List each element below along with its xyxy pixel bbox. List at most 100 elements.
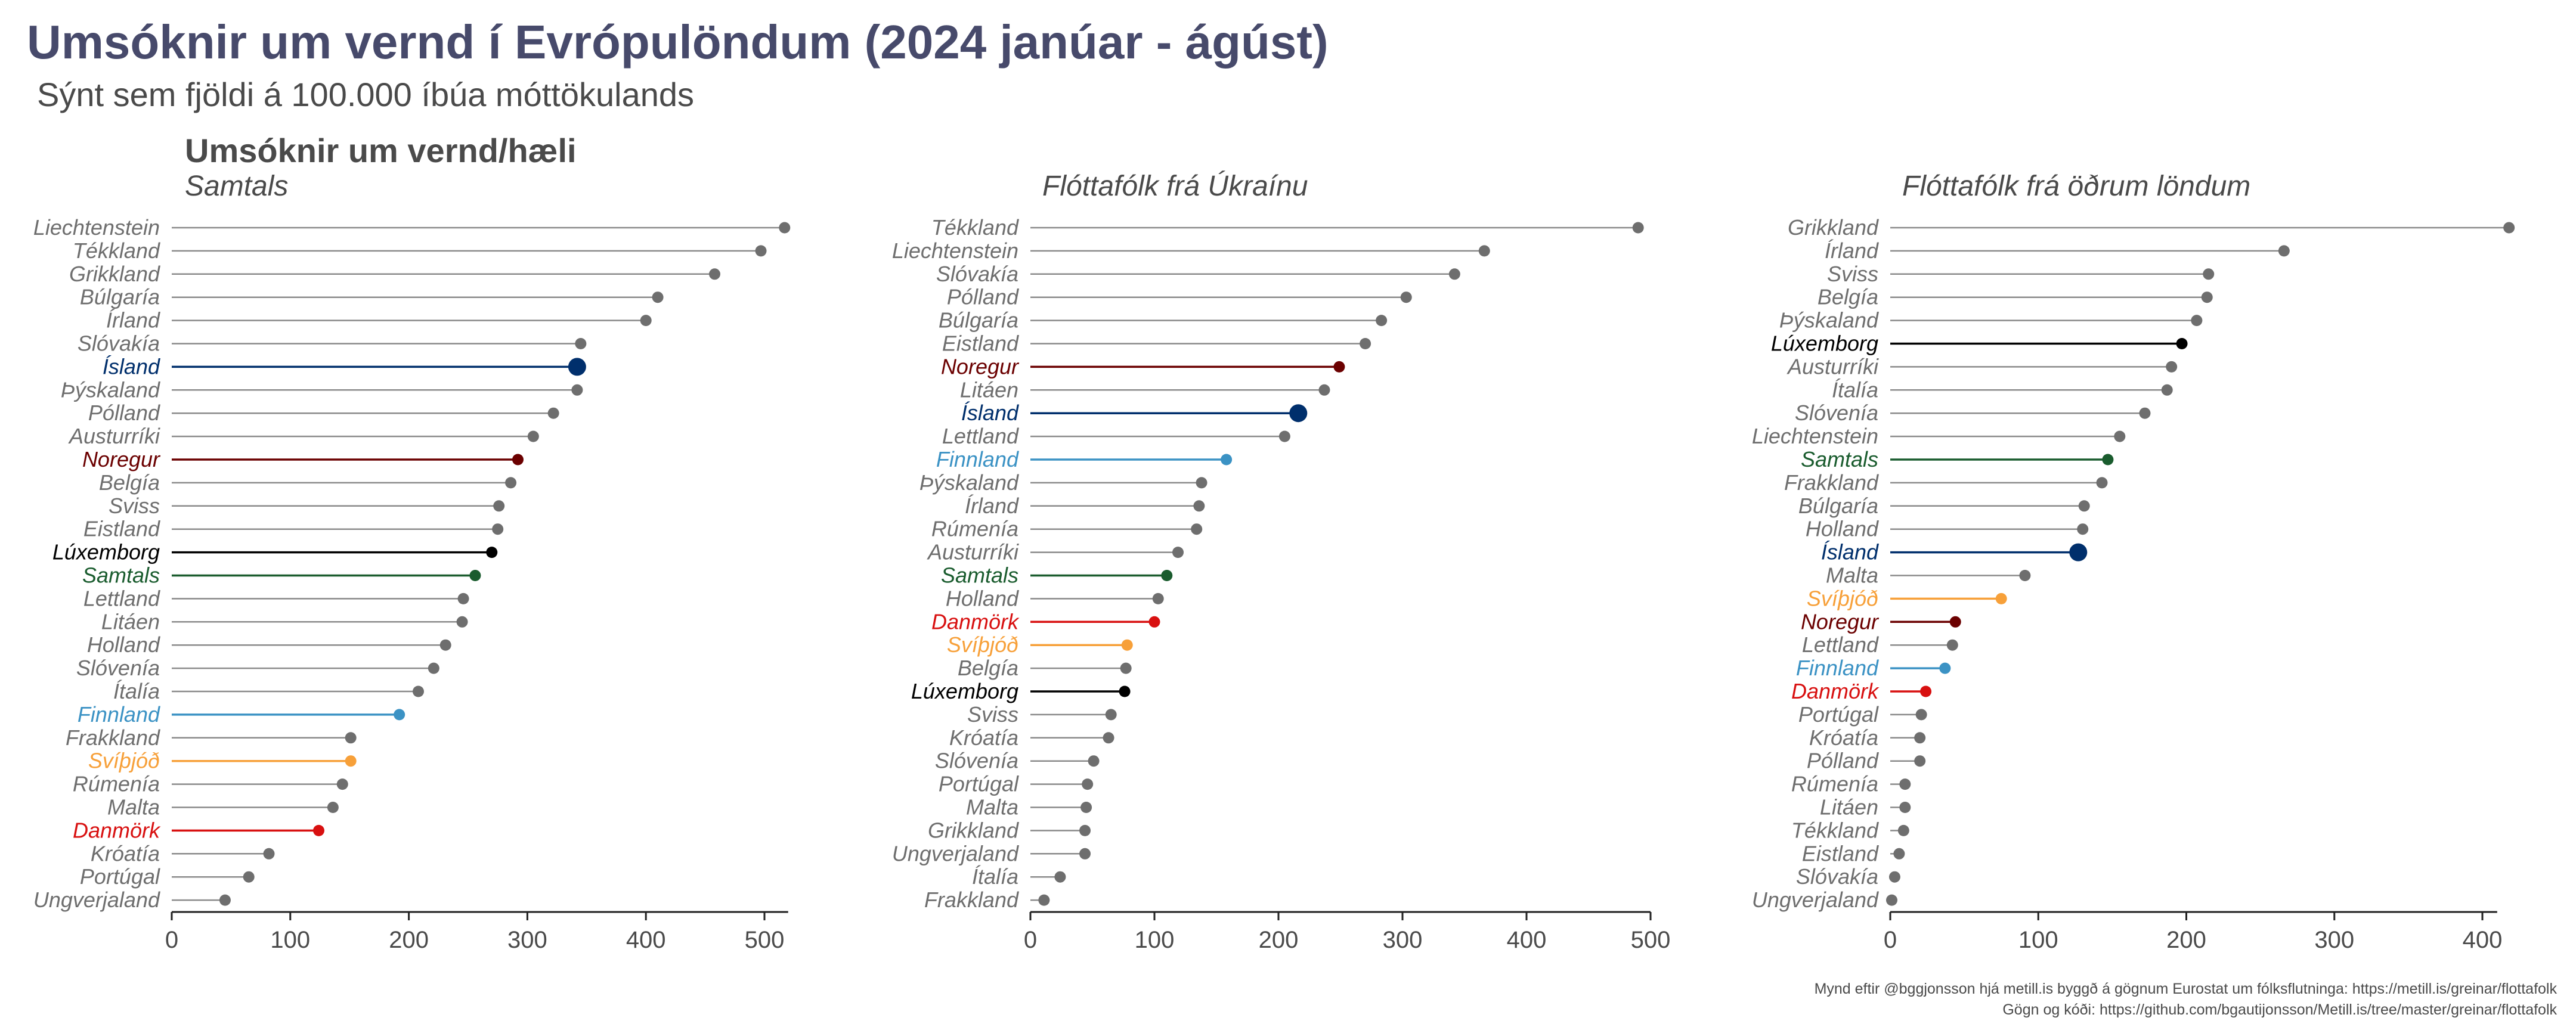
lollipop-point bbox=[1105, 709, 1117, 721]
lollipop-point bbox=[2139, 407, 2151, 419]
category-label: Litáen bbox=[101, 609, 160, 634]
lollipop-point bbox=[413, 685, 425, 697]
lollipop-point bbox=[1152, 592, 1164, 604]
category-label: Samtals bbox=[941, 563, 1018, 588]
category-label: Lettland bbox=[83, 586, 160, 610]
category-label: Svíþjóð bbox=[88, 749, 160, 773]
lollipop-point bbox=[1478, 245, 1490, 257]
category-label: Noregur bbox=[82, 447, 161, 471]
category-label: Slóvenía bbox=[1795, 401, 1878, 425]
lollipop-point bbox=[439, 639, 451, 651]
category-label: Búlgaría bbox=[1798, 494, 1878, 518]
category-label: Litáen bbox=[1820, 795, 1878, 820]
x-tick-label: 200 bbox=[389, 927, 429, 953]
chart-subtitle: Sýnt sem fjöldi á 100.000 íbúa móttökula… bbox=[37, 76, 694, 113]
category-label: Frakkland bbox=[66, 725, 160, 750]
category-label: Noregur bbox=[1801, 609, 1880, 634]
category-label: Portúgal bbox=[80, 864, 160, 889]
lollipop-point bbox=[336, 778, 348, 790]
lollipop-point bbox=[1899, 802, 1911, 813]
category-label: Ungverjaland bbox=[1752, 888, 1879, 912]
x-tick-label: 400 bbox=[2463, 927, 2503, 953]
category-label: Sviss bbox=[109, 494, 160, 518]
lollipop-point bbox=[1914, 732, 1926, 744]
lollipop-point bbox=[2019, 570, 2031, 581]
lollipop-point bbox=[1088, 755, 1100, 767]
lollipop-point bbox=[1885, 894, 1897, 906]
lollipop-point bbox=[493, 500, 505, 512]
category-label: Ungverjaland bbox=[892, 841, 1019, 865]
category-label: Austurríki bbox=[1787, 354, 1879, 379]
lollipop-point bbox=[1161, 570, 1173, 581]
lollipop-point bbox=[1278, 430, 1290, 442]
category-label: Írland bbox=[106, 308, 160, 333]
lollipop-point bbox=[2166, 361, 2178, 373]
category-label: Grikkland bbox=[1788, 215, 1879, 240]
x-tick-label: 300 bbox=[507, 927, 547, 953]
lollipop-point bbox=[2102, 454, 2114, 466]
category-label: Rúmenía bbox=[931, 517, 1018, 541]
category-label: Portúgal bbox=[939, 772, 1019, 796]
category-label: Sviss bbox=[1827, 262, 1878, 286]
lollipop-point bbox=[1899, 778, 1911, 790]
x-tick-label: 400 bbox=[1507, 927, 1547, 953]
lollipop-point bbox=[2096, 477, 2108, 489]
category-label: Ítalía bbox=[1832, 377, 1878, 402]
lollipop-point bbox=[1103, 732, 1114, 744]
lollipop-point bbox=[243, 871, 255, 883]
lollipop-point bbox=[2077, 523, 2089, 535]
lollipop-point bbox=[1949, 616, 1961, 628]
category-label: Austurríki bbox=[68, 424, 160, 448]
category-label: Lettland bbox=[942, 424, 1019, 448]
category-label: Þýskaland bbox=[919, 470, 1019, 495]
x-tick-label: 100 bbox=[1135, 927, 1175, 953]
lollipop-point bbox=[568, 358, 586, 376]
category-label: Malta bbox=[1826, 563, 1878, 588]
lollipop-point bbox=[1119, 685, 1131, 697]
lollipop-point bbox=[1289, 404, 1308, 423]
category-label: Búlgaría bbox=[80, 285, 160, 309]
lollipop-point bbox=[1193, 500, 1205, 512]
category-label: Frakkland bbox=[924, 888, 1019, 912]
category-label: Ítalía bbox=[113, 679, 160, 703]
lollipop-point bbox=[492, 523, 504, 535]
lollipop-point bbox=[779, 222, 791, 234]
category-label: Rúmenía bbox=[73, 772, 160, 796]
lollipop-point bbox=[1400, 291, 1412, 303]
x-tick-label: 0 bbox=[165, 927, 178, 953]
lollipop-point bbox=[219, 894, 231, 906]
lollipop-point bbox=[1376, 315, 1388, 327]
category-label: Ítalía bbox=[972, 864, 1018, 889]
category-label: Slóvakía bbox=[78, 331, 160, 356]
x-tick-label: 200 bbox=[2166, 927, 2206, 953]
category-label: Liechtenstein bbox=[1752, 424, 1878, 448]
lollipop-point bbox=[1172, 547, 1184, 559]
x-tick-label: 400 bbox=[626, 927, 666, 953]
lollipop-point bbox=[755, 245, 767, 257]
category-label: Liechtenstein bbox=[33, 215, 160, 240]
panel-2: Flóttafólk frá Úkraínu 0 100 200 300 400 500 Té… bbox=[892, 170, 1671, 953]
lollipop-point bbox=[2203, 268, 2215, 280]
lollipop-point bbox=[457, 592, 469, 604]
category-label: Belgía bbox=[99, 470, 160, 495]
category-label: Lúxemborg bbox=[911, 679, 1018, 703]
lollipop-point bbox=[1888, 871, 1900, 883]
lollipop-point bbox=[2278, 245, 2290, 257]
lollipop-point bbox=[2078, 500, 2090, 512]
category-label: Lúxemborg bbox=[1771, 331, 1878, 356]
x-tick-label: 500 bbox=[1631, 927, 1671, 953]
lollipop-point bbox=[1939, 662, 1951, 674]
lollipop-point bbox=[394, 709, 405, 721]
lollipop-point bbox=[547, 407, 559, 419]
lollipop-point bbox=[1360, 338, 1371, 349]
category-label: Lúxemborg bbox=[52, 540, 160, 564]
lollipop-point bbox=[640, 315, 652, 327]
category-label: Eistland bbox=[83, 517, 160, 541]
category-label: Ungverjaland bbox=[33, 888, 160, 912]
lollipop-point bbox=[1318, 384, 1330, 396]
lollipop-point bbox=[428, 662, 439, 674]
category-label: Pólland bbox=[947, 285, 1019, 309]
category-label: Danmörk bbox=[73, 818, 161, 842]
category-label: Írland bbox=[965, 494, 1019, 518]
caption-line-1: Mynd eftir @bggjonsson hjá metill.is byg… bbox=[1815, 981, 2558, 997]
